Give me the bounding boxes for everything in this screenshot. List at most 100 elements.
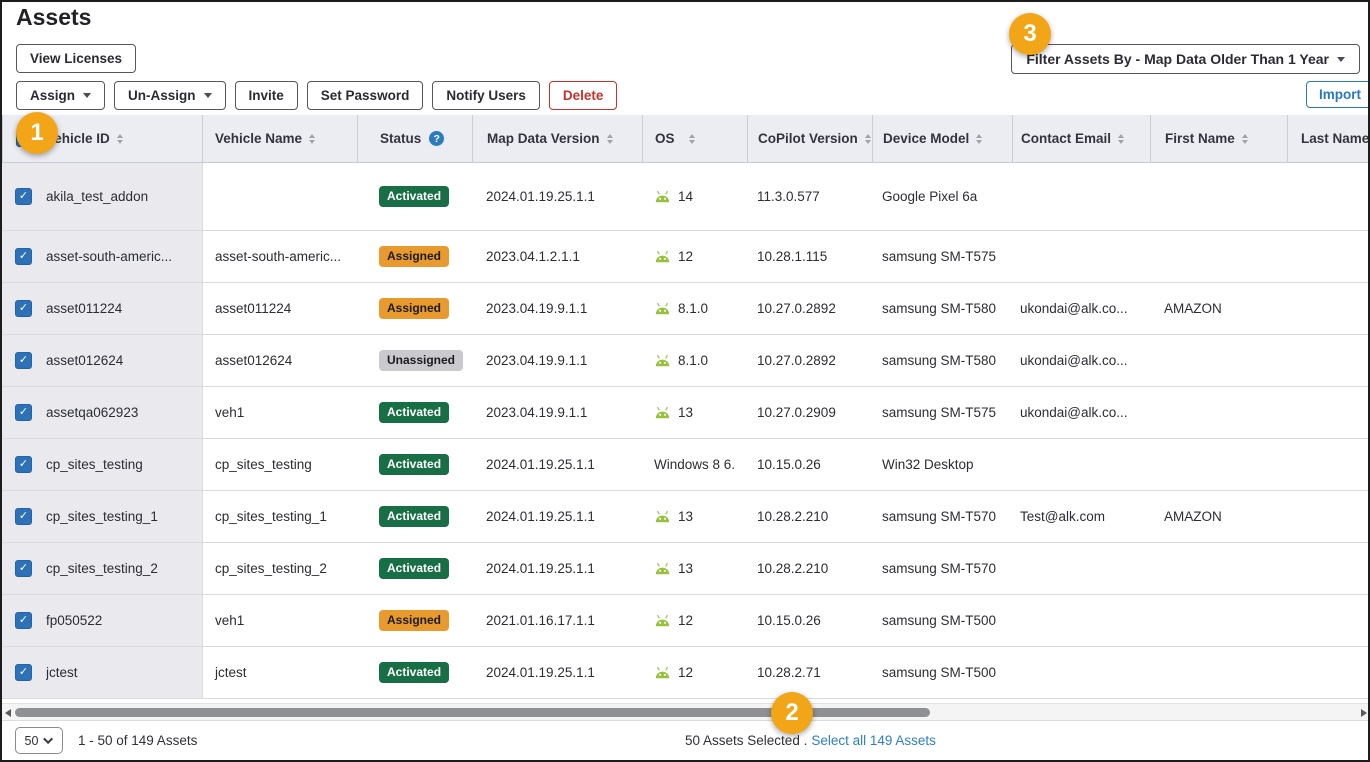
row-checkbox[interactable]: ✓ <box>15 248 32 265</box>
status-badge: Assigned <box>379 245 450 268</box>
row-checkbox-cell: ✓ <box>2 543 46 594</box>
status-help-icon[interactable]: ? <box>429 131 445 146</box>
set-password-button[interactable]: Set Password <box>306 81 424 110</box>
callout-badge-3: 3 <box>1009 13 1051 55</box>
column-header-first-name[interactable]: First Name <box>1150 114 1287 163</box>
row-checkbox[interactable]: ✓ <box>15 456 32 473</box>
row-checkbox[interactable]: ✓ <box>15 664 32 681</box>
cell-contact-email <box>1012 439 1150 490</box>
scroll-right-arrow-icon[interactable] <box>1361 709 1367 717</box>
unassign-button[interactable]: Un-Assign <box>114 81 226 110</box>
column-header-vehicle-id[interactable]: Vehicle ID <box>46 115 202 163</box>
cell-vehicle-name: veh1 <box>202 595 357 646</box>
notify-users-button[interactable]: Notify Users <box>432 81 540 110</box>
cell-first-name <box>1150 439 1287 490</box>
cell-last-name <box>1287 283 1368 334</box>
cell-copilot-version: 11.3.0.577 <box>757 189 820 204</box>
sort-icon[interactable] <box>606 133 613 144</box>
sort-icon[interactable] <box>116 133 123 144</box>
column-header-status: Status? <box>357 114 472 163</box>
chevron-down-icon <box>1337 56 1345 62</box>
column-label: Contact Email <box>1021 131 1112 146</box>
row-checkbox-cell: ✓ <box>2 595 46 646</box>
cell-last-name <box>1287 439 1368 490</box>
column-header-device-model[interactable]: Device Model <box>872 114 1012 163</box>
column-label: First Name <box>1165 131 1235 146</box>
unassign-label: Un-Assign <box>128 88 196 103</box>
cell-status: Activated <box>357 543 472 594</box>
sort-icon[interactable] <box>976 133 983 144</box>
cell-device-model: samsung SM-T580 <box>882 353 997 368</box>
column-header-os[interactable]: OS <box>642 114 747 163</box>
sort-icon[interactable] <box>1118 133 1125 144</box>
filter-assets-dropdown[interactable]: Filter Assets By - Map Data Older Than 1… <box>1011 44 1360 74</box>
column-label: Map Data Version <box>487 131 600 146</box>
cell-vehicle-id: jctest <box>46 647 202 698</box>
selected-count-text: 50 Assets Selected . <box>685 733 808 748</box>
delete-button[interactable]: Delete <box>548 81 618 110</box>
cell-copilot-version: 10.28.2.210 <box>757 509 829 524</box>
os-version-text: 12 <box>678 665 694 680</box>
cell-vehicle-name: cp_sites_testing_2 <box>202 543 357 594</box>
row-checkbox-cell: ✓ <box>2 439 46 490</box>
row-checkbox[interactable]: ✓ <box>15 508 32 525</box>
cell-vehicle-id: assetqa062923 <box>46 387 202 438</box>
android-icon <box>655 406 670 418</box>
cell-map-data-version: 2024.01.19.25.1.1 <box>486 509 595 524</box>
column-label: Status <box>380 131 422 146</box>
cell-os: 13 <box>642 543 747 594</box>
status-badge: Activated <box>379 661 450 684</box>
os-version-text: 12 <box>678 613 694 628</box>
view-licenses-button[interactable]: View Licenses <box>16 44 137 73</box>
column-label: Device Model <box>883 131 970 146</box>
assign-button[interactable]: Assign <box>16 81 106 110</box>
row-checkbox[interactable]: ✓ <box>15 188 32 205</box>
pagination-footer: 50 1 - 50 of 149 Assets 50 Assets Select… <box>2 721 1368 760</box>
select-all-link[interactable]: Select all 149 Assets <box>811 733 936 748</box>
column-header-vehicle-name[interactable]: Vehicle Name <box>202 114 357 163</box>
row-checkbox[interactable]: ✓ <box>15 404 32 421</box>
page-size-select[interactable]: 50 <box>15 727 63 754</box>
sort-icon[interactable] <box>1241 133 1248 144</box>
row-checkbox[interactable]: ✓ <box>15 612 32 629</box>
invite-button[interactable]: Invite <box>234 81 298 110</box>
check-icon: ✓ <box>18 666 29 678</box>
import-button[interactable]: Import <box>1306 81 1368 108</box>
scrollbar-thumb[interactable] <box>15 708 930 717</box>
android-icon <box>655 190 670 202</box>
cell-device-model: samsung SM-T570 <box>882 509 997 524</box>
sort-icon[interactable] <box>864 133 871 144</box>
os-version-text: 8.1.0 <box>678 301 709 316</box>
chevron-down-icon <box>43 734 54 745</box>
cell-status: Assigned <box>357 231 472 282</box>
sort-icon[interactable] <box>688 133 695 144</box>
cell-map-data-version: 2023.04.19.9.1.1 <box>486 301 588 316</box>
check-icon: ✓ <box>18 250 29 262</box>
table-row: ✓ fp050522 veh1 Assigned 2021.01.16.17.1.1 12… <box>2 595 1368 647</box>
cell-copilot-version: 10.15.0.26 <box>757 613 821 628</box>
range-text: 1 - 50 of 149 Assets <box>78 733 198 748</box>
row-checkbox[interactable]: ✓ <box>15 300 32 317</box>
row-checkbox[interactable]: ✓ <box>15 352 32 369</box>
table-row: ✓ akila_test_addon Activated 2024.01.19.25.… <box>2 163 1368 231</box>
row-checkbox[interactable]: ✓ <box>15 560 32 577</box>
cell-os: 13 <box>642 491 747 542</box>
cell-vehicle-name: veh1 <box>202 387 357 438</box>
cell-status: Assigned <box>357 283 472 334</box>
cell-contact-email: ukondai@alk.co... <box>1020 301 1128 316</box>
scroll-left-arrow-icon[interactable] <box>5 709 11 717</box>
sort-icon[interactable] <box>309 133 316 144</box>
table-row: ✓ cp_sites_testing cp_sites_testing Activat… <box>2 439 1368 491</box>
column-header-contact-email[interactable]: Contact Email <box>1012 114 1150 163</box>
cell-os: 12 <box>642 231 747 282</box>
cell-last-name <box>1287 491 1368 542</box>
cell-device-model: Win32 Desktop <box>882 457 974 472</box>
column-header-copilot-version[interactable]: CoPilot Version <box>747 114 872 163</box>
table-body: ✓ akila_test_addon Activated 2024.01.19.25.… <box>2 163 1368 699</box>
android-icon <box>655 666 670 678</box>
row-checkbox-cell: ✓ <box>2 387 46 438</box>
horizontal-scrollbar[interactable] <box>2 703 1368 721</box>
column-header-map-data-version[interactable]: Map Data Version <box>472 114 642 163</box>
check-icon: ✓ <box>18 562 29 574</box>
